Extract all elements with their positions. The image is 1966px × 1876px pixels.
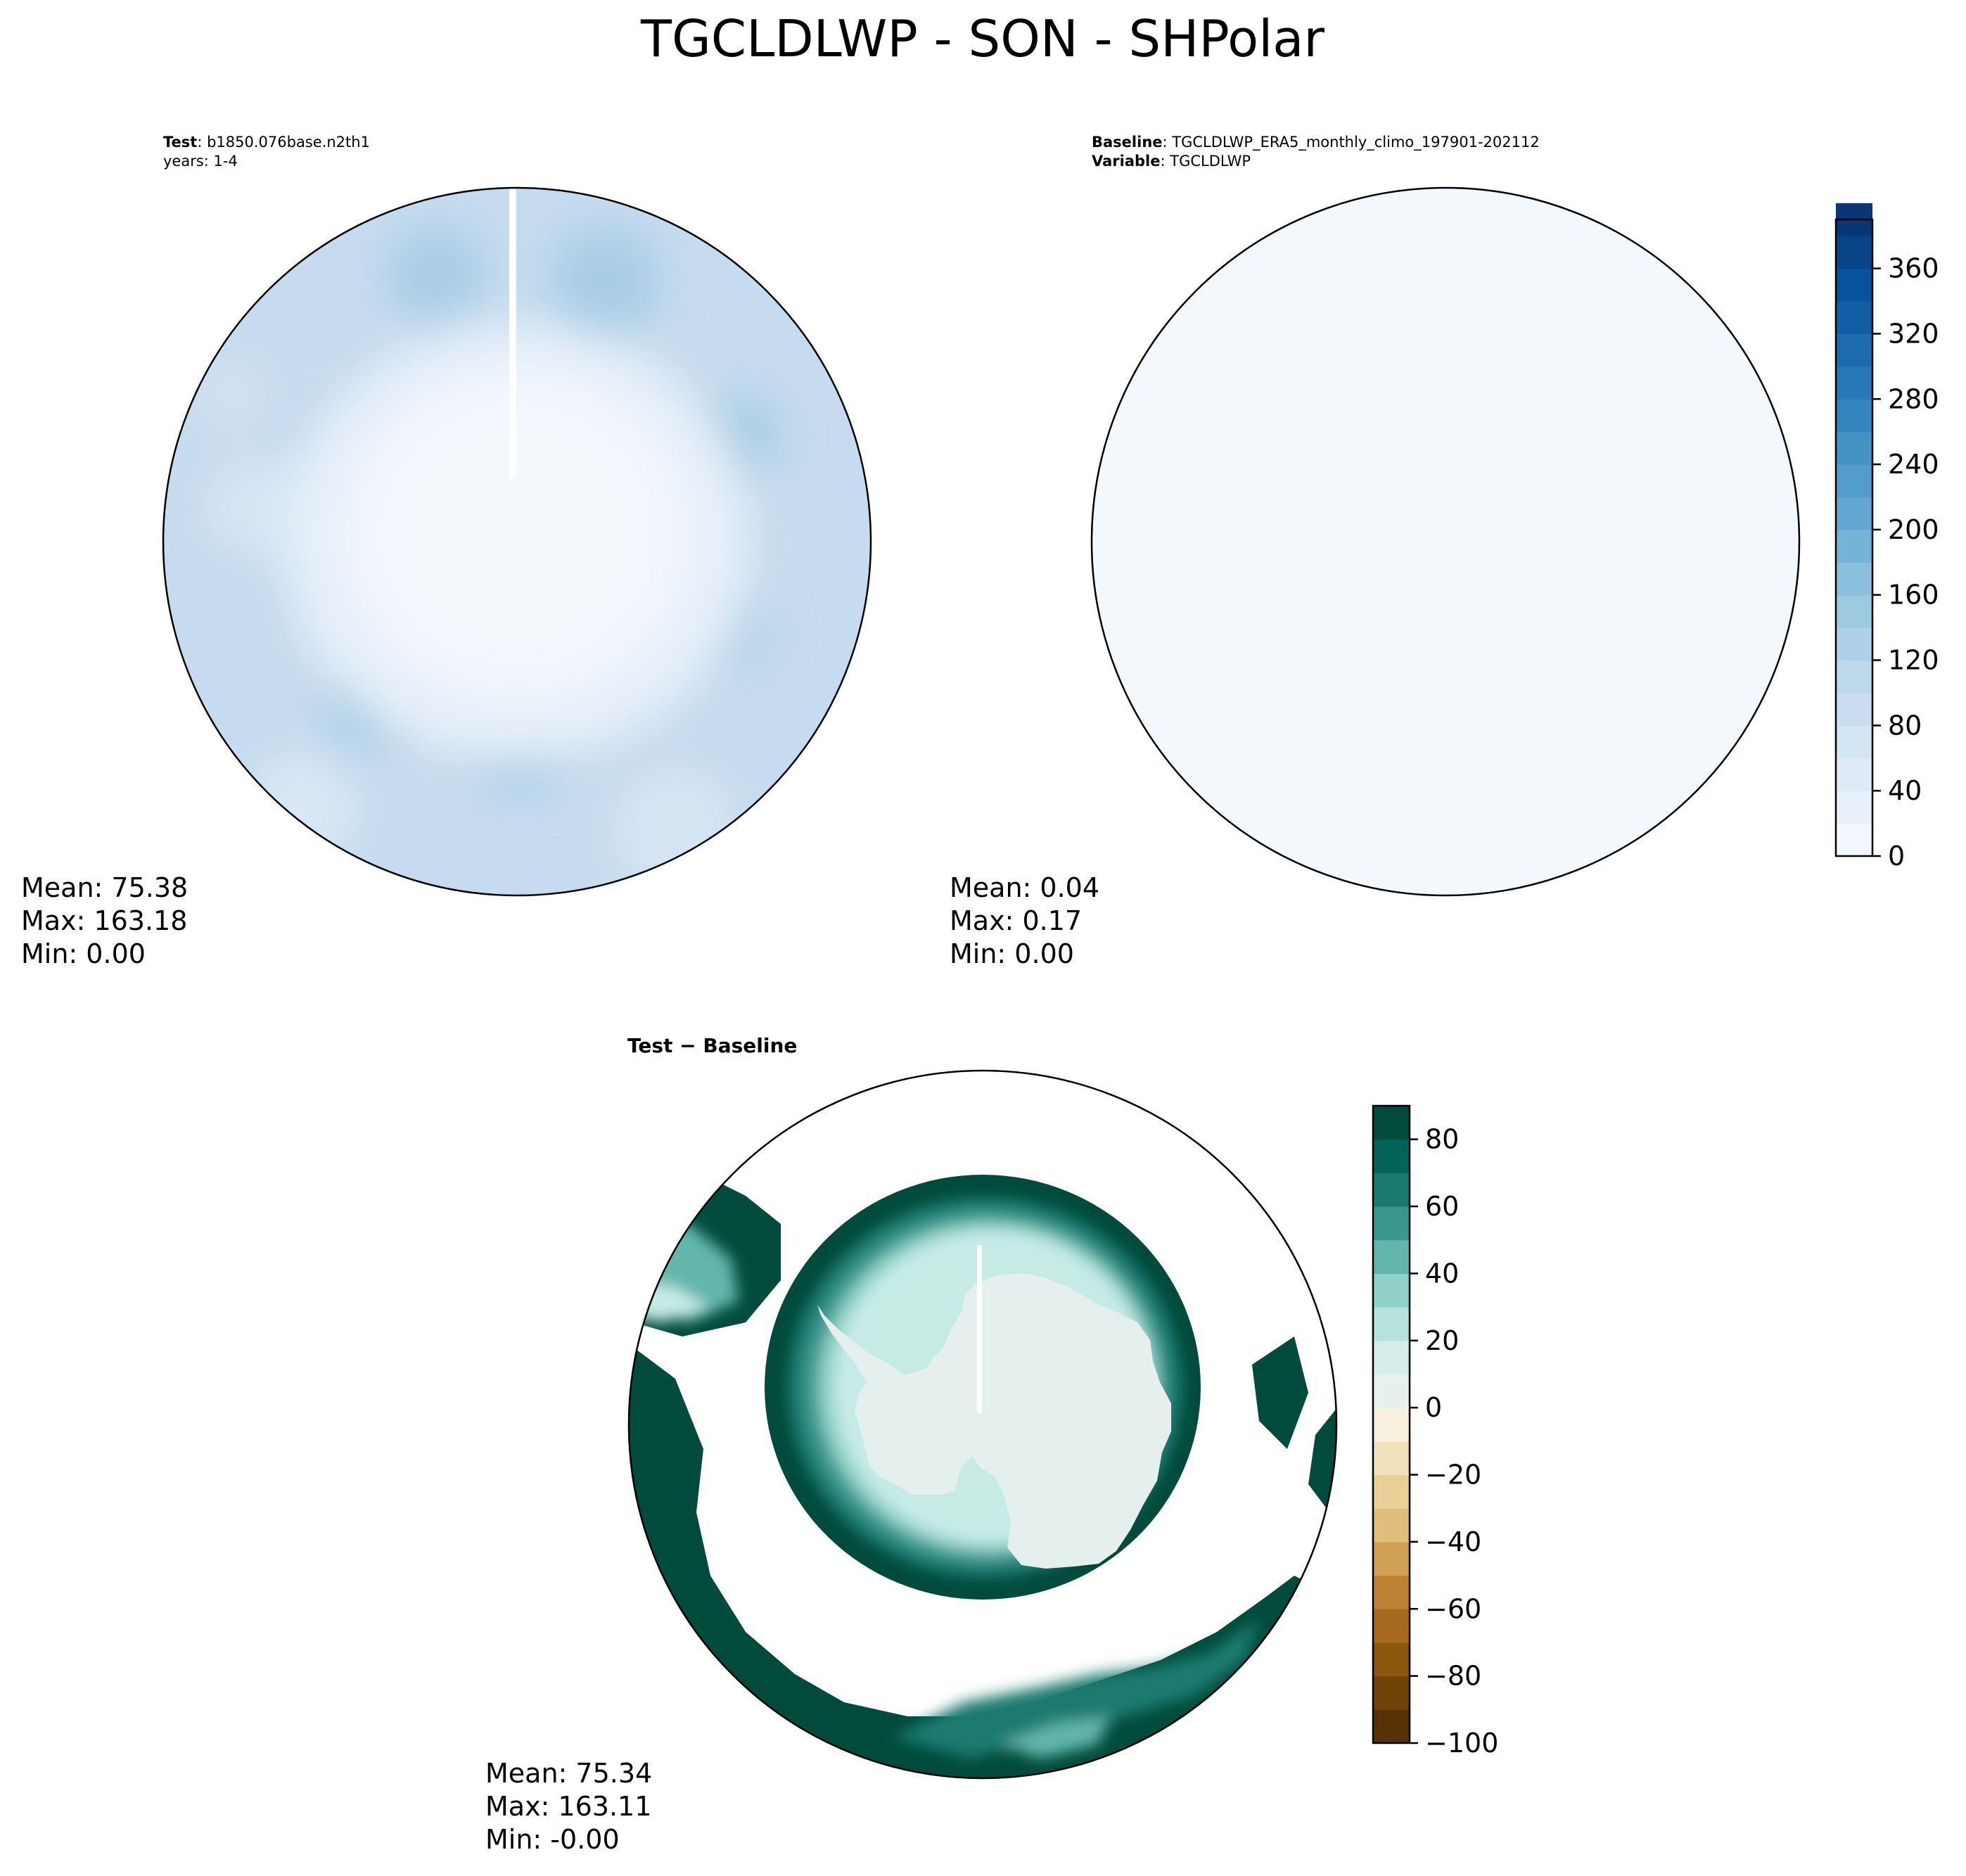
colorbar-tick-label: 280 (1888, 383, 1939, 414)
colorbar-tick-label: 40 (1425, 1258, 1459, 1289)
blues-colorbar: 0 40 80 120 160 200 240 280 320 360 (1834, 203, 1939, 872)
baseline-map-panel: Baseline: TGCLDLWP_ERA5_monthly_climo_19… (950, 134, 1939, 969)
colorbar-tick-label: 200 (1888, 514, 1939, 545)
colorbar-level (1373, 1340, 1410, 1375)
colorbar-level (1836, 399, 1872, 433)
colorbar-level (1373, 1408, 1410, 1442)
colorbar-tick-label: −40 (1425, 1526, 1481, 1557)
brbg-colorbar: −100 −80 −60 −40 −20 0 20 40 60 80 (1372, 1104, 1498, 1759)
baseline-max: Max: 0.17 (950, 905, 1082, 936)
baseline-mean: Mean: 0.04 (950, 872, 1099, 903)
test-years-label: years: 1-4 (163, 153, 238, 170)
difference-max: Max: 163.11 (485, 1791, 651, 1822)
baseline-stats: Mean: 0.04 Max: 0.17 Min: 0.00 (950, 872, 1099, 969)
test-min: Min: 0.00 (21, 938, 146, 969)
test-label-bold: Test (163, 134, 197, 151)
baseline-panel-label: Baseline: TGCLDLWP_ERA5_monthly_climo_19… (1092, 134, 1540, 151)
colorbar-level (1373, 1575, 1410, 1609)
baseline-map-field (1090, 186, 1801, 897)
colorbar-level (1836, 529, 1872, 563)
colorbar-level (1836, 791, 1872, 824)
colorbar-level (1836, 301, 1872, 335)
colorbar-level (1373, 1676, 1410, 1710)
baseline-min: Min: 0.00 (950, 938, 1074, 969)
variable-label-value: : TGCLDLWP (1160, 153, 1251, 170)
colorbar-level (1373, 1307, 1410, 1341)
test-max: Max: 163.18 (21, 905, 187, 936)
colorbar-level (1373, 1508, 1410, 1543)
test-mean: Mean: 75.38 (21, 872, 188, 903)
colorbar-level (1836, 758, 1872, 791)
colorbar-tick-label: 0 (1425, 1392, 1442, 1423)
colorbar-tick-label: 80 (1888, 710, 1922, 741)
colorbar-level (1373, 1139, 1410, 1173)
colorbar-level (1836, 627, 1872, 661)
colorbar-tick-label: 160 (1888, 580, 1939, 611)
baseline-variable-label: Variable: TGCLDLWP (1092, 153, 1251, 170)
colorbar-tick-label: 120 (1888, 645, 1939, 676)
colorbar-level (1373, 1541, 1410, 1576)
test-map-field (163, 188, 871, 895)
baseline-label-bold: Baseline (1092, 134, 1163, 151)
colorbar-level (1373, 1609, 1410, 1643)
colorbar-level (1836, 464, 1872, 498)
difference-stats: Mean: 75.34 Max: 163.11 Min: -0.00 (485, 1758, 652, 1855)
colorbar-frame (1372, 1104, 1411, 1744)
colorbar-level (1836, 366, 1872, 400)
colorbar-tick-label: 320 (1888, 318, 1939, 349)
colorbar-tick-label: −20 (1425, 1460, 1481, 1491)
colorbar-level (1836, 236, 1872, 269)
test-panel-label: Test: b1850.076base.n2th1 (163, 134, 370, 151)
colorbar-level (1836, 660, 1872, 694)
colorbar-tick-label: 0 (1888, 841, 1905, 872)
baseline-label-case: : TGCLDLWP_ERA5_monthly_climo_197901-202… (1163, 134, 1540, 151)
difference-mean: Mean: 75.34 (485, 1758, 652, 1789)
colorbar-tick-label: 60 (1425, 1191, 1459, 1222)
figure-title: TGCLDLWP - SON - SHPolar (640, 9, 1325, 68)
difference-map-panel: Test − Baseline (485, 1034, 1498, 1855)
variable-label-bold: Variable (1092, 153, 1160, 170)
colorbar-tick-label: −60 (1425, 1593, 1481, 1624)
colorbar-tick-label: −100 (1425, 1728, 1498, 1759)
difference-map-field (629, 1071, 1336, 1778)
colorbar-level (1836, 823, 1872, 857)
test-stats: Mean: 75.38 Max: 163.18 Min: 0.00 (21, 872, 188, 969)
colorbar-frame (1834, 218, 1874, 857)
test-map-panel: Test: b1850.076base.n2th1 years: 1-4 (21, 134, 872, 969)
colorbar-level (1836, 497, 1872, 530)
colorbar-level (1373, 1709, 1410, 1744)
test-label-case: : b1850.076base.n2th1 (197, 134, 370, 151)
colorbar-level (1836, 594, 1872, 628)
colorbar-tick-label: 40 (1888, 775, 1922, 806)
colorbar-tick-label: 240 (1888, 449, 1939, 480)
colorbar-level (1373, 1441, 1410, 1476)
colorbar-level (1836, 431, 1872, 465)
colorbar-level (1836, 333, 1872, 367)
colorbar-level (1373, 1474, 1410, 1509)
difference-min: Min: -0.00 (485, 1824, 620, 1855)
colorbar-level (1373, 1173, 1410, 1207)
colorbar-tick-label: 20 (1425, 1325, 1459, 1356)
colorbar-level (1373, 1374, 1410, 1408)
colorbar-level (1373, 1206, 1410, 1241)
colorbar-level (1373, 1642, 1410, 1677)
colorbar-tick-label: 80 (1425, 1124, 1459, 1155)
colorbar-level (1373, 1106, 1410, 1140)
colorbar-level (1836, 692, 1872, 726)
colorbar-level (1373, 1273, 1410, 1308)
colorbar-level (1836, 562, 1872, 596)
colorbar-tick-label: 360 (1888, 253, 1939, 284)
colorbar-tick-label: −80 (1425, 1661, 1481, 1692)
colorbar-level (1836, 268, 1872, 302)
difference-panel-label: Test − Baseline (627, 1034, 797, 1057)
colorbar-level (1373, 1239, 1410, 1275)
colorbar-level (1836, 725, 1872, 759)
